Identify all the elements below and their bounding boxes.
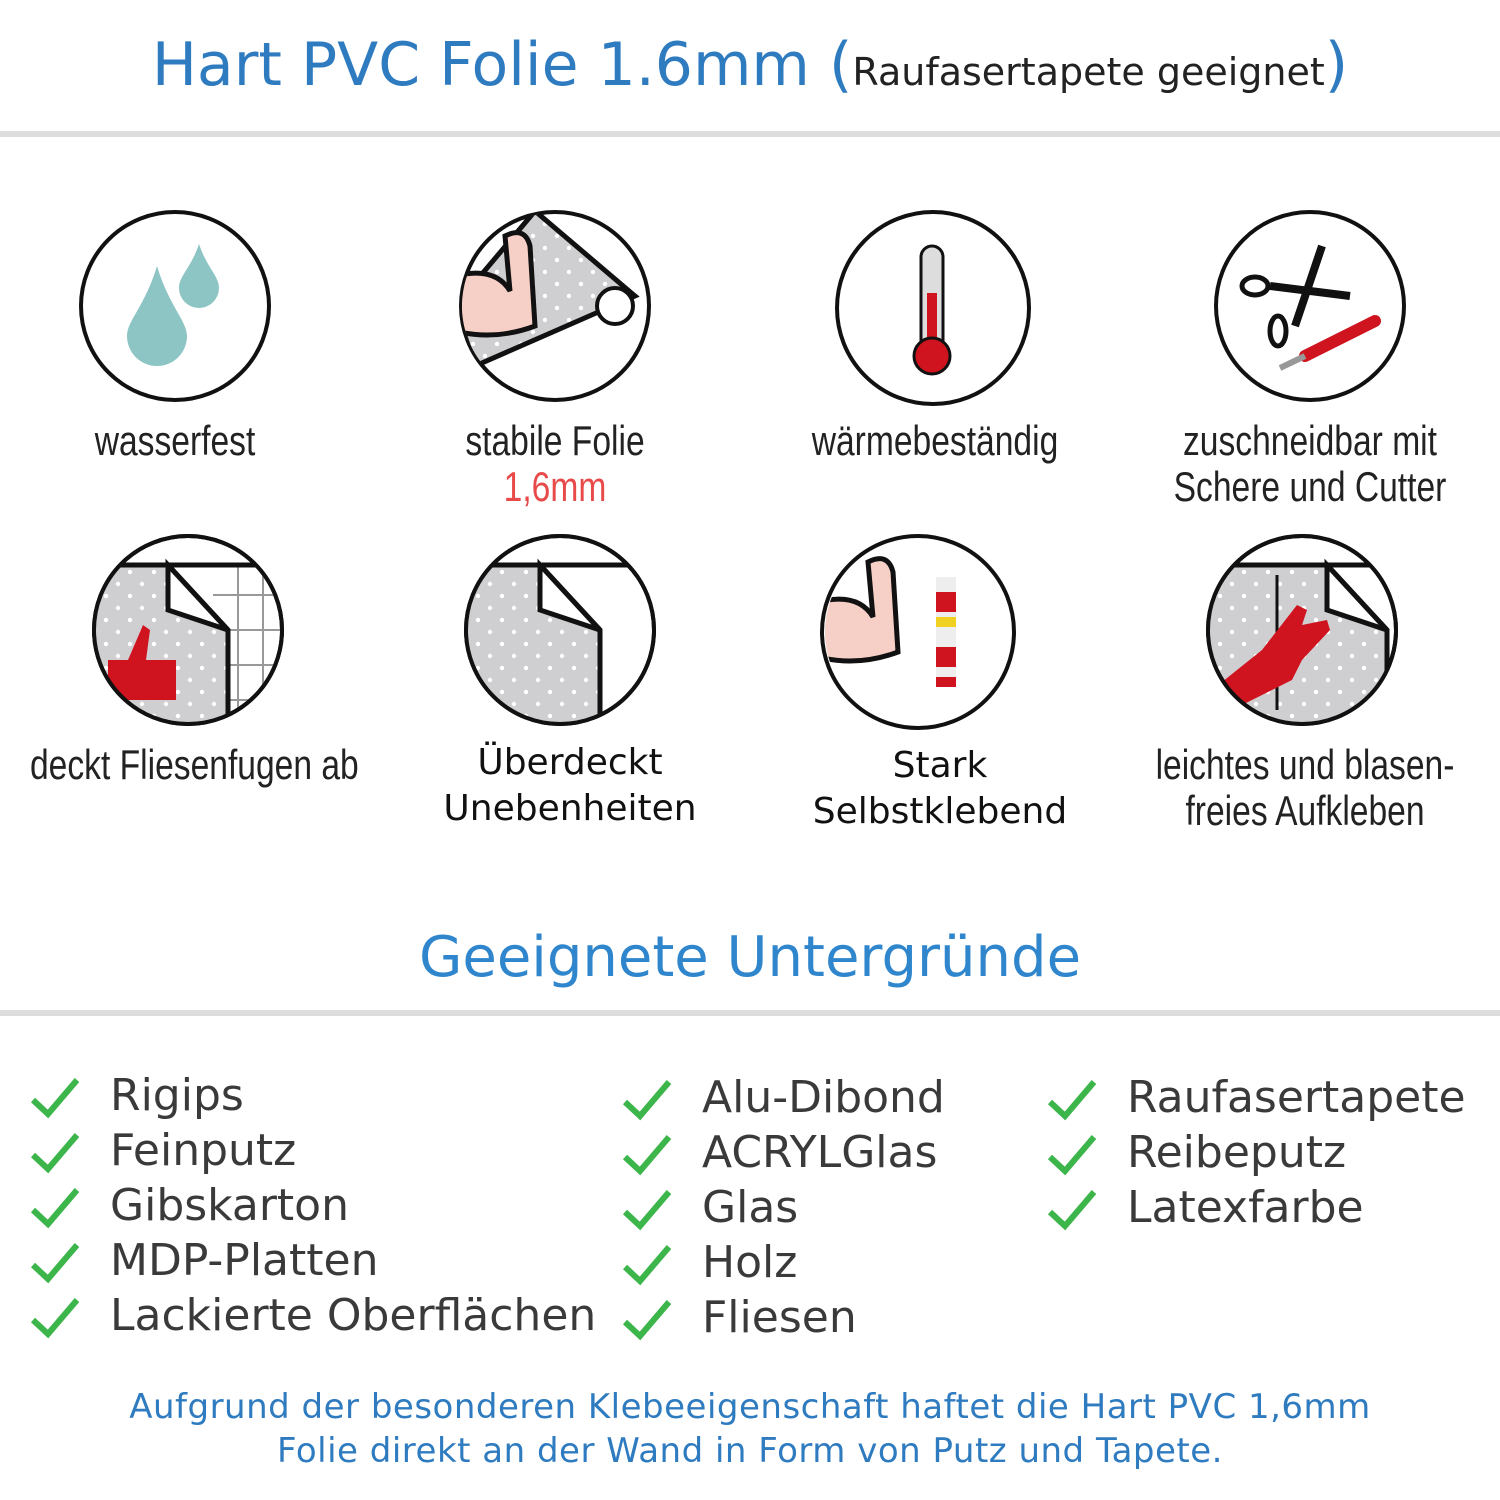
feature-label: Stark Selbstklebend [760, 743, 1120, 835]
label-line: freies Aufkleben [1185, 787, 1425, 834]
title-subtitle: Raufasertapete geeignet [852, 50, 1325, 94]
surface-list: Raufasertapete Reibeputz Latexfarbe [1047, 1070, 1466, 1235]
section-title: Geeignete Untergründe [418, 925, 1082, 990]
surface-label: Gibskarton [110, 1180, 349, 1231]
surface-label: MDP-Platten [110, 1235, 379, 1286]
label-line: Überdeckt [477, 742, 663, 783]
surface-label: Raufasertapete [1127, 1072, 1466, 1123]
label-line: zuschneidbar mit [1183, 417, 1437, 464]
surface-label: Alu-Dibond [702, 1072, 945, 1123]
surface-label: Holz [702, 1237, 798, 1288]
surface-label: Reibeputz [1127, 1127, 1347, 1178]
hand-smoothing-icon [1206, 534, 1398, 726]
surface-item: Holz [622, 1235, 945, 1290]
checkmark-icon [622, 1245, 672, 1286]
checkmark-icon [30, 1243, 80, 1284]
label-line: Unebenheiten [443, 788, 697, 829]
surface-item: ACRYLGlas [622, 1125, 945, 1180]
label-line: Selbstklebend [812, 791, 1068, 832]
label-line: Schere und Cutter [1173, 463, 1447, 510]
surface-item: Fliesen [622, 1290, 945, 1345]
checkmark-icon [30, 1298, 80, 1339]
surface-item: Glas [622, 1180, 945, 1235]
surface-item: Raufasertapete [1047, 1070, 1466, 1125]
surface-label: Glas [702, 1182, 799, 1233]
divider [0, 131, 1500, 137]
checkmark-icon [30, 1188, 80, 1229]
feature-label: wärmebeständig [811, 417, 1059, 464]
surface-label: Rigips [110, 1070, 244, 1121]
feature-label: Überdeckt Unebenheiten [390, 740, 750, 832]
checkmark-icon [622, 1190, 672, 1231]
label-line: leichtes und blasen- [1155, 741, 1455, 788]
thermometer-icon [835, 210, 1031, 406]
checkmark-icon [30, 1078, 80, 1119]
label-line: Stark [892, 745, 988, 786]
strong-arm-glue-icon [820, 534, 1016, 730]
surface-item: Gibskarton [30, 1178, 596, 1233]
paren: ) [1324, 30, 1349, 100]
checkmark-icon [30, 1133, 80, 1174]
feature-label: deckt Fliesenfugen ab [30, 741, 359, 788]
surface-item: Feinputz [30, 1123, 596, 1178]
feature-label: stabile Folie 1,6mm [415, 418, 695, 510]
checkmark-icon [622, 1300, 672, 1341]
scissors-cutter-icon [1214, 210, 1406, 402]
surface-item: Lackierte Oberflächen [30, 1288, 596, 1343]
footer-line: Aufgrund der besonderen Klebeeigenschaft… [129, 1387, 1371, 1427]
surface-label: Lackierte Oberflächen [110, 1290, 597, 1341]
feature-label: leichtes und blasen-freies Aufkleben [1145, 742, 1465, 834]
page-title: Hart PVC Folie 1.6mm (Raufasertapete gee… [0, 30, 1500, 100]
label-line: stabile Folie [465, 417, 645, 464]
surface-list: Rigips Feinputz Gibskarton MDP-Platten Lacki… [30, 1068, 596, 1343]
checkmark-icon [622, 1080, 672, 1121]
feature-label: wasserfest [94, 417, 256, 464]
water-drops-icon [79, 210, 271, 402]
surface-label: ACRYLGlas [702, 1127, 938, 1178]
checkmark-icon [1047, 1080, 1097, 1121]
surface-item: Alu-Dibond [622, 1070, 945, 1125]
surface-item: Reibeputz [1047, 1125, 1466, 1180]
thickness-label: 1,6mm [503, 463, 607, 510]
surface-item: Latexfarbe [1047, 1180, 1466, 1235]
strong-arm-foil-roll-icon [459, 210, 651, 402]
checkmark-icon [622, 1135, 672, 1176]
feature-label: zuschneidbar mit Schere und Cutter [1150, 418, 1470, 510]
surface-item: Rigips [30, 1068, 596, 1123]
thumbs-up-tiles-icon [92, 534, 284, 726]
divider [0, 1010, 1500, 1016]
checkmark-icon [1047, 1135, 1097, 1176]
footer-line: Folie direkt an der Wand in Form von Put… [277, 1431, 1223, 1471]
surface-label: Fliesen [702, 1292, 857, 1343]
checkmark-icon [1047, 1190, 1097, 1231]
surface-list: Alu-Dibond ACRYLGlas Glas Holz Fliesen [622, 1070, 945, 1345]
foil-peel-icon [464, 534, 656, 726]
footer-note: Aufgrund der besonderen Klebeeigenschaft… [0, 1385, 1500, 1473]
surface-label: Feinputz [110, 1125, 297, 1176]
surface-label: Latexfarbe [1127, 1182, 1364, 1233]
surface-item: MDP-Platten [30, 1233, 596, 1288]
title-main: Hart PVC Folie 1.6mm [151, 30, 810, 100]
paren: ( [828, 30, 853, 100]
